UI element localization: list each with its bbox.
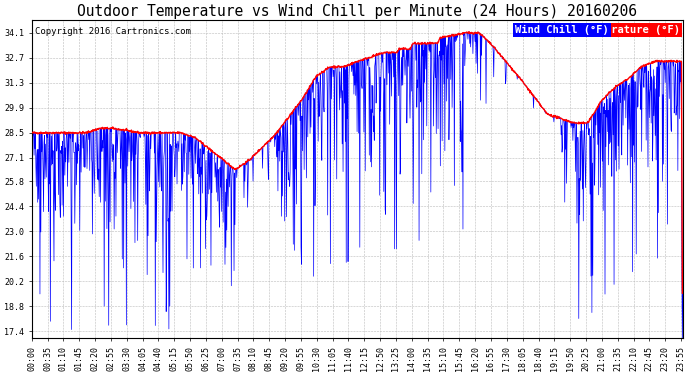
Text: Temperature (°F): Temperature (°F): [580, 25, 680, 35]
Text: Copyright 2016 Cartronics.com: Copyright 2016 Cartronics.com: [35, 27, 191, 36]
Title: Outdoor Temperature vs Wind Chill per Minute (24 Hours) 20160206: Outdoor Temperature vs Wind Chill per Mi…: [77, 4, 638, 19]
Text: Wind Chill (°F): Wind Chill (°F): [515, 25, 609, 35]
